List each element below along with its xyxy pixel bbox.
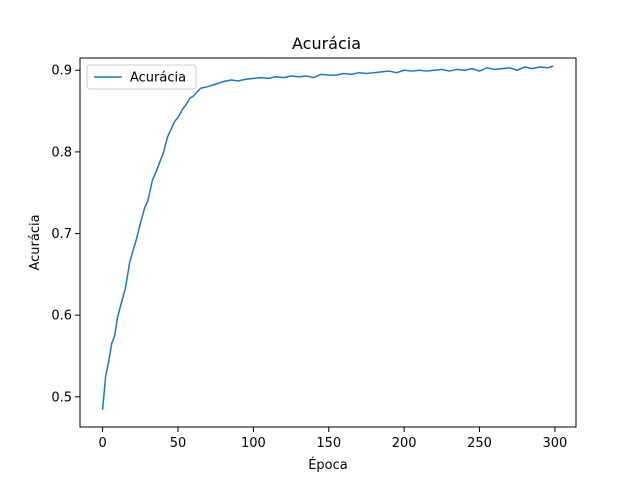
legend-label-acuracia: Acurácia: [130, 71, 186, 86]
legend-box: [86, 64, 197, 90]
y-axis-ticks: 0.5 0.6 0.7 0.8 0.9: [51, 64, 80, 405]
plot-frame: [79, 57, 577, 428]
x-axis-label: Época: [308, 457, 348, 473]
y-tick-label: 0.5: [51, 390, 72, 405]
y-axis-label: Acurácia: [28, 214, 43, 270]
legend: Acurácia: [86, 64, 197, 90]
x-tick-label: 200: [392, 436, 417, 451]
y-tick-label: 0.9: [51, 64, 72, 79]
x-tick-label: 250: [467, 436, 492, 451]
x-tick-label: 100: [241, 436, 266, 451]
chart-title: Acurácia: [292, 34, 361, 53]
y-tick-label: 0.6: [51, 309, 72, 324]
x-tick-label: 150: [316, 436, 341, 451]
plot-area: [79, 57, 577, 428]
x-tick-label: 0: [98, 436, 106, 451]
x-tick-label: 50: [170, 436, 187, 451]
x-tick-label: 300: [542, 436, 567, 451]
y-tick-label: 0.8: [51, 145, 72, 160]
x-axis-ticks: 0 50 100 150 200 250 300: [98, 427, 567, 451]
y-tick-label: 0.7: [51, 227, 72, 242]
series-line-acuracia: [101, 65, 554, 410]
